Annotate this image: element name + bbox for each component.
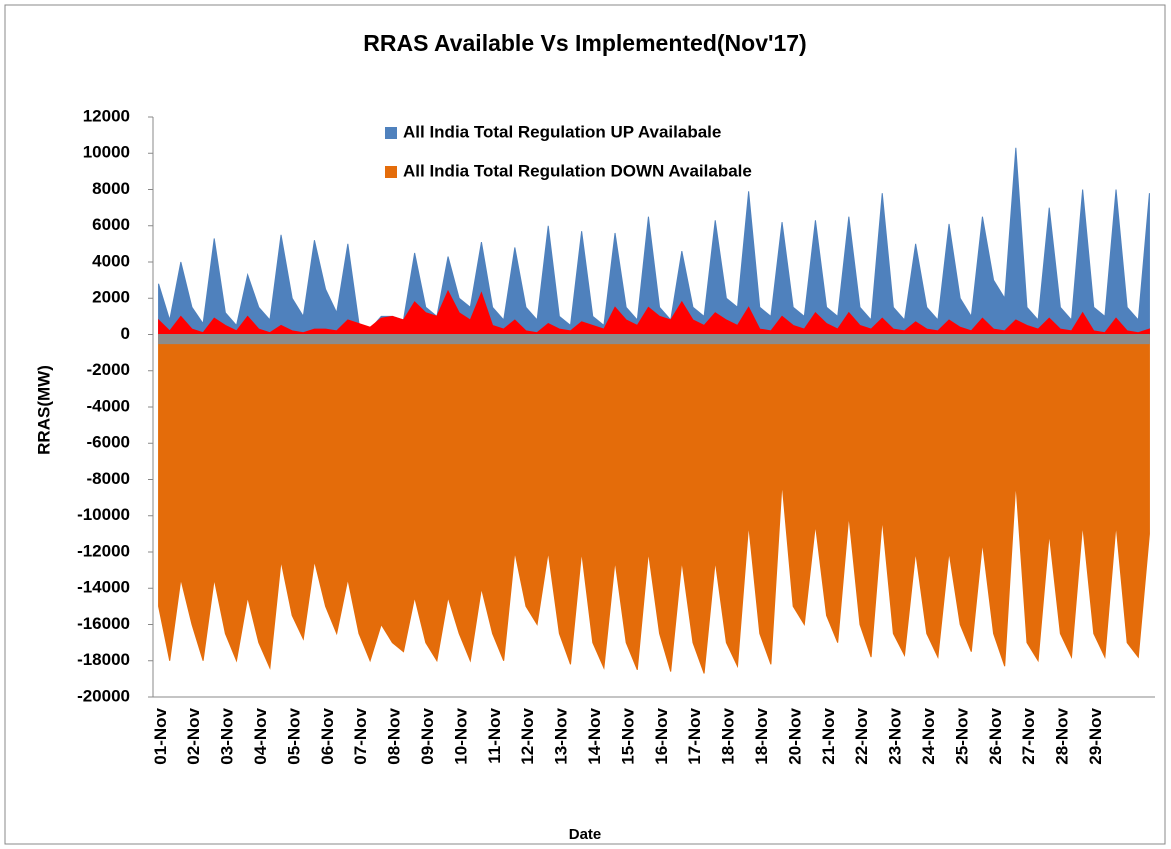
x-tick-label: 29-Nov (1086, 707, 1105, 764)
y-tick-label: -2000 (87, 360, 130, 379)
y-tick-label: -10000 (77, 505, 130, 524)
x-tick-label: 27-Nov (1019, 707, 1038, 764)
x-tick-label: 28-Nov (1053, 707, 1072, 764)
x-tick-label: 21-Nov (819, 707, 838, 764)
x-tick-label: 17-Nov (685, 707, 704, 764)
y-tick-label: -8000 (87, 469, 130, 488)
x-tick-label: 07-Nov (351, 707, 370, 764)
y-tick-label: -4000 (87, 396, 130, 415)
y-tick-label: 12000 (83, 106, 130, 125)
y-tick-label: -6000 (87, 433, 130, 452)
x-tick-label: 01-Nov (151, 707, 170, 764)
x-tick-label: 14-Nov (585, 707, 604, 764)
legend-label: All India Total Regulation DOWN Availaba… (403, 161, 752, 180)
x-tick-label: 16-Nov (652, 707, 671, 764)
y-tick-label: 10000 (83, 143, 130, 162)
y-tick-label: -20000 (77, 686, 130, 705)
x-tick-label: 15-Nov (618, 707, 637, 764)
x-tick-label: 11-Nov (485, 707, 504, 763)
x-tick-label: 20-Nov (785, 707, 804, 764)
legend-label: All India Total Regulation UP Availabale (403, 122, 721, 141)
x-tick-label: 04-Nov (251, 707, 270, 764)
x-tick-label: 05-Nov (284, 707, 303, 764)
x-tick-label: 10-Nov (451, 707, 470, 764)
x-tick-label: 02-Nov (184, 707, 203, 764)
area (158, 334, 1150, 345)
x-tick-label: 25-Nov (952, 707, 971, 764)
x-tick-label: 09-Nov (418, 707, 437, 764)
legend-swatch (385, 127, 397, 139)
y-tick-label: -12000 (77, 541, 130, 560)
y-tick-label: 4000 (92, 251, 130, 270)
x-tick-label: 26-Nov (986, 707, 1005, 764)
y-tick-label: -14000 (77, 578, 130, 597)
area (158, 334, 1150, 674)
y-axis-label: RRAS(MW) (34, 365, 53, 455)
y-tick-label: 8000 (92, 179, 130, 198)
x-tick-label: 03-Nov (218, 707, 237, 764)
y-tick-label: -18000 (77, 650, 130, 669)
x-tick-label: 13-Nov (552, 707, 571, 764)
x-tick-label: 18-Nov (719, 707, 738, 764)
legend-swatch (385, 166, 397, 178)
x-tick-label: 06-Nov (318, 707, 337, 764)
area (158, 147, 1150, 335)
x-tick-label: 12-Nov (518, 707, 537, 764)
chart-title: RRAS Available Vs Implemented(Nov'17) (363, 30, 806, 56)
y-tick-label: 2000 (92, 288, 130, 307)
x-tick-label: 08-Nov (385, 707, 404, 764)
x-tick-label: 22-Nov (852, 707, 871, 764)
x-tick-label: 18-Nov (752, 707, 771, 764)
y-tick-label: 0 (121, 324, 130, 343)
x-tick-label: 23-Nov (886, 707, 905, 764)
x-tick-label: 24-Nov (919, 707, 938, 764)
y-tick-label: 6000 (92, 215, 130, 234)
area (158, 289, 1150, 335)
x-axis-label: Date (569, 826, 602, 843)
y-tick-label: -16000 (77, 614, 130, 633)
